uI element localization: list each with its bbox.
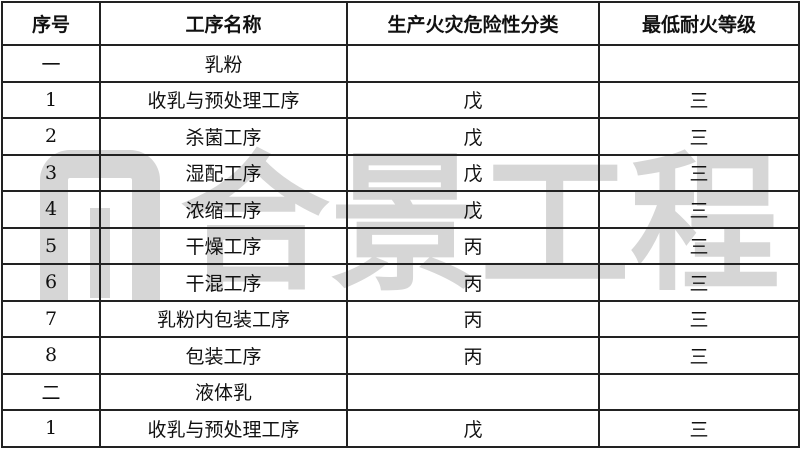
cell-fire-rating: 三	[598, 409, 800, 448]
cell-fire-hazard: 戊	[346, 80, 600, 119]
cell-fire-hazard: 丙	[346, 226, 600, 265]
table-row: 二液体乳	[1, 372, 800, 411]
cell-fire-hazard: 戊	[346, 409, 600, 448]
cell-fire-rating	[598, 44, 800, 83]
cell-fire-rating: 三	[598, 80, 800, 119]
cell-no: 4	[1, 190, 101, 229]
cell-process: 浓缩工序	[99, 190, 348, 229]
cell-process: 收乳与预处理工序	[99, 80, 348, 119]
cell-fire-hazard	[346, 44, 600, 83]
cell-fire-hazard: 戊	[346, 117, 600, 156]
table-row: 3 湿配工序戊三	[1, 153, 800, 192]
cell-fire-rating	[598, 372, 800, 411]
header-no: 序号	[1, 1, 101, 46]
table-row: 8 包装工序丙三	[1, 336, 800, 375]
cell-process: 收乳与预处理工序	[99, 409, 348, 448]
cell-fire-hazard: 丙	[346, 336, 600, 375]
cell-fire-rating: 三	[598, 153, 800, 192]
cell-process: 干混工序	[99, 263, 348, 302]
cell-no: 7	[1, 299, 101, 338]
cell-fire-rating: 三	[598, 117, 800, 156]
table-row: 7 乳粉内包装工序丙三	[1, 299, 800, 338]
table-row: 1 收乳与预处理工序戊三	[1, 409, 800, 448]
header-fire-hazard: 生产火灾危险性分类	[346, 1, 600, 46]
cell-fire-rating: 三	[598, 299, 800, 338]
table-row: 4 浓缩工序戊三	[1, 190, 800, 229]
cell-fire-rating: 三	[598, 190, 800, 229]
cell-no: 1	[1, 409, 101, 448]
cell-no: 2	[1, 117, 101, 156]
table-row: 2 杀菌工序戊三	[1, 117, 800, 156]
cell-no: 5	[1, 226, 101, 265]
header-process: 工序名称	[99, 1, 348, 46]
cell-process: 杀菌工序	[99, 117, 348, 156]
cell-fire-rating: 三	[598, 336, 800, 375]
cell-fire-hazard	[346, 372, 600, 411]
cell-fire-hazard: 丙	[346, 263, 600, 302]
table-row: 5 干燥工序丙三	[1, 226, 800, 265]
cell-process: 乳粉内包装工序	[99, 299, 348, 338]
cell-no: 二	[1, 372, 101, 411]
cell-fire-rating: 三	[598, 226, 800, 265]
cell-process: 乳粉	[99, 44, 348, 83]
header-fire-rating: 最低耐火等级	[598, 1, 800, 46]
cell-no: 6	[1, 263, 101, 302]
cell-process: 干燥工序	[99, 226, 348, 265]
cell-process: 液体乳	[99, 372, 348, 411]
table-row: 6 干混工序丙三	[1, 263, 800, 302]
cell-no: 8	[1, 336, 101, 375]
cell-process: 湿配工序	[99, 153, 348, 192]
cell-fire-rating: 三	[598, 263, 800, 302]
cell-fire-hazard: 戊	[346, 153, 600, 192]
cell-process: 包装工序	[99, 336, 348, 375]
table-row: 一乳粉	[1, 44, 800, 83]
cell-no: 一	[1, 44, 101, 83]
table-header: 序号 工序名称 生产火灾危险性分类 最低耐火等级	[1, 1, 800, 46]
cell-fire-hazard: 戊	[346, 190, 600, 229]
cell-fire-hazard: 丙	[346, 299, 600, 338]
table-row: 1 收乳与预处理工序戊三	[1, 80, 800, 119]
cell-no: 3	[1, 153, 101, 192]
process-fire-rating-table: 序号 工序名称 生产火灾危险性分类 最低耐火等级 一乳粉 1 收乳与预处理工序戊三 2…	[1, 1, 800, 448]
cell-no: 1	[1, 80, 101, 119]
